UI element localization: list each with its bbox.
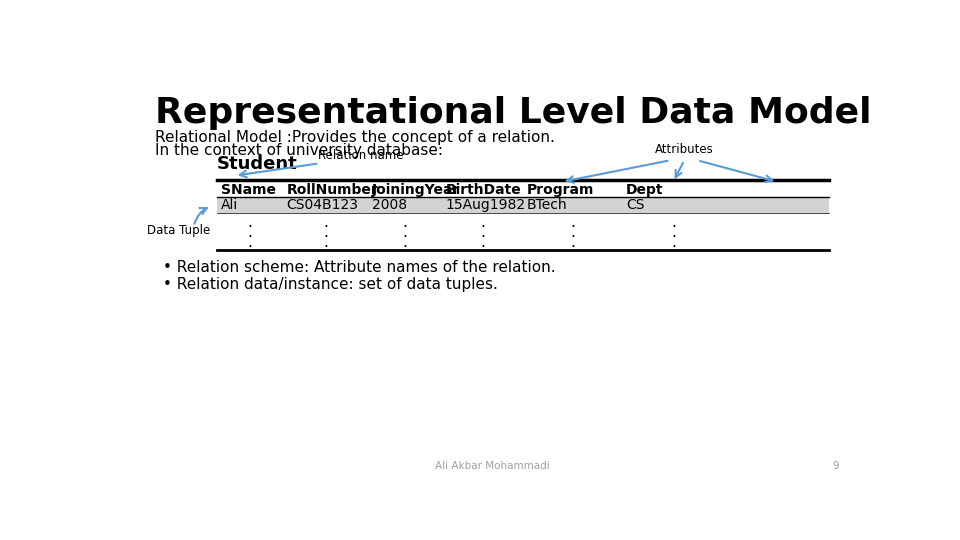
- Text: .: .: [671, 225, 676, 240]
- Text: 2008: 2008: [372, 198, 407, 212]
- Text: In the context of university database:: In the context of university database:: [155, 143, 443, 158]
- Text: Student: Student: [217, 154, 298, 173]
- Text: RollNumber: RollNumber: [287, 183, 378, 197]
- Text: Relational Model :Provides the concept of a relation.: Relational Model :Provides the concept o…: [155, 130, 555, 145]
- Text: .: .: [480, 235, 485, 250]
- Text: Ali: Ali: [221, 198, 238, 212]
- Text: Representational Level Data Model: Representational Level Data Model: [155, 96, 872, 130]
- Text: JoiningYear: JoiningYear: [372, 183, 460, 197]
- Bar: [217, 197, 829, 213]
- Text: .: .: [248, 215, 252, 230]
- Text: BTech: BTech: [527, 198, 567, 212]
- Text: BirthDate: BirthDate: [445, 183, 521, 197]
- Text: Relation name: Relation name: [318, 149, 403, 162]
- Text: .: .: [402, 225, 407, 240]
- Text: Dept: Dept: [626, 183, 663, 197]
- Text: Attributes: Attributes: [655, 143, 713, 156]
- Text: .: .: [671, 215, 676, 230]
- Text: .: .: [402, 235, 407, 250]
- Text: • Relation scheme: Attribute names of the relation.: • Relation scheme: Attribute names of th…: [162, 260, 555, 275]
- Text: • Relation data/instance: set of data tuples.: • Relation data/instance: set of data tu…: [162, 276, 497, 292]
- Text: CS04B123: CS04B123: [287, 198, 359, 212]
- Text: SName: SName: [221, 183, 276, 197]
- Text: .: .: [570, 235, 575, 250]
- Text: .: .: [323, 235, 327, 250]
- Text: .: .: [402, 215, 407, 230]
- Text: .: .: [248, 235, 252, 250]
- Text: .: .: [248, 225, 252, 240]
- Text: .: .: [480, 225, 485, 240]
- Text: Data Tuple: Data Tuple: [147, 224, 210, 237]
- Text: 9: 9: [832, 461, 839, 471]
- Text: .: .: [671, 235, 676, 250]
- Text: .: .: [323, 225, 327, 240]
- Text: .: .: [480, 215, 485, 230]
- Text: .: .: [570, 225, 575, 240]
- Text: Program: Program: [527, 183, 594, 197]
- Text: CS: CS: [626, 198, 644, 212]
- Text: 15Aug1982: 15Aug1982: [445, 198, 526, 212]
- Text: .: .: [323, 215, 327, 230]
- Text: Ali Akbar Mohammadi: Ali Akbar Mohammadi: [435, 461, 549, 471]
- Text: .: .: [570, 215, 575, 230]
